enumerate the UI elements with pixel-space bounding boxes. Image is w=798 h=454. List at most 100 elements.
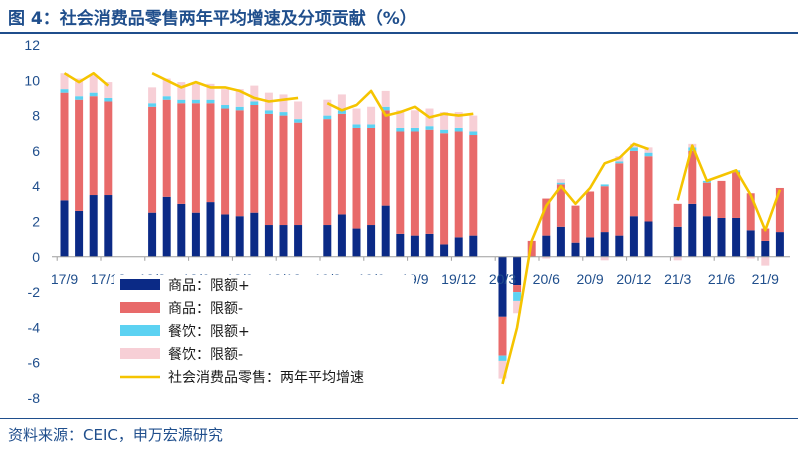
bar-catering_below bbox=[279, 94, 288, 113]
bar-catering_above bbox=[250, 101, 259, 106]
bar-goods_below bbox=[629, 150, 638, 217]
bar-catering_above bbox=[629, 147, 638, 151]
bar-catering_above bbox=[206, 99, 215, 104]
x-tick-label: 21/6 bbox=[708, 271, 735, 287]
line-series-segment bbox=[501, 142, 649, 385]
bar-catering_below bbox=[381, 90, 390, 107]
bar-goods_below bbox=[732, 172, 741, 218]
bar-catering_below bbox=[454, 112, 463, 128]
bar-goods_above bbox=[221, 214, 230, 257]
y-tick-label: 12 bbox=[24, 37, 40, 53]
bar-goods_above bbox=[644, 221, 653, 257]
x-tick-label: 20/12 bbox=[616, 271, 651, 287]
bar-goods_above bbox=[775, 232, 784, 257]
bar-goods_above bbox=[717, 217, 726, 257]
bar-catering_above bbox=[60, 89, 69, 93]
bar-catering_below bbox=[396, 110, 405, 128]
bar-goods_below bbox=[177, 103, 186, 204]
bar-goods_above bbox=[600, 232, 609, 257]
bar-catering_above bbox=[600, 184, 609, 187]
bar-goods_above bbox=[732, 217, 741, 257]
bar-goods_above bbox=[75, 210, 84, 257]
bar-goods_below bbox=[761, 228, 770, 241]
bar-catering_below bbox=[352, 108, 361, 125]
bar-goods_above bbox=[104, 195, 113, 257]
x-tick-label: 17/9 bbox=[51, 271, 78, 287]
bar-goods_below bbox=[221, 108, 230, 215]
bar-catering_above bbox=[104, 97, 113, 102]
bar-goods_below bbox=[60, 92, 69, 201]
bar-goods_above bbox=[410, 235, 419, 257]
bar-goods_below bbox=[469, 135, 478, 236]
bar-catering_below bbox=[191, 83, 200, 100]
bar-goods_above bbox=[425, 233, 434, 257]
bar-goods_below bbox=[250, 105, 259, 213]
bar-goods_below bbox=[279, 115, 288, 226]
chart-title: 图 4：社会消费品零售两年平均增速及分项贡献（%） bbox=[8, 9, 417, 29]
bar-goods_below bbox=[294, 122, 303, 226]
bar-goods_below bbox=[673, 203, 682, 227]
bar-catering_above bbox=[323, 115, 332, 120]
bar-goods_below bbox=[337, 113, 346, 215]
bar-catering_above bbox=[279, 112, 288, 116]
bar-catering_below bbox=[89, 75, 98, 93]
bar-goods_above bbox=[396, 233, 405, 257]
bar-catering_below bbox=[498, 360, 507, 379]
bar-goods_below bbox=[498, 316, 507, 356]
bar-goods_below bbox=[323, 119, 332, 226]
bar-goods_above bbox=[688, 203, 697, 257]
bar-goods_below bbox=[454, 131, 463, 238]
bar-goods_above bbox=[191, 212, 200, 257]
x-tick-label: 20/3 bbox=[489, 271, 516, 287]
x-tick-label: 20/6 bbox=[533, 271, 560, 287]
bar-goods_below bbox=[396, 131, 405, 234]
bar-goods_below bbox=[162, 99, 171, 197]
bar-goods_above bbox=[177, 203, 186, 257]
bar-catering_below bbox=[221, 89, 230, 106]
bar-goods_above bbox=[673, 226, 682, 257]
line-series-segment bbox=[63, 71, 110, 87]
bar-catering_above bbox=[148, 103, 157, 107]
bar-goods_below bbox=[235, 110, 244, 217]
bar-catering_above bbox=[177, 99, 186, 104]
y-tick-label: 0 bbox=[32, 249, 40, 265]
x-tick-label: 20/9 bbox=[576, 271, 603, 287]
bar-catering_below bbox=[104, 82, 113, 98]
legend-label: 商品：限额+ bbox=[168, 278, 250, 294]
bar-goods_above bbox=[89, 195, 98, 257]
line-series-segment bbox=[326, 89, 474, 119]
bar-catering_below bbox=[235, 89, 244, 107]
bar-goods_above bbox=[542, 235, 551, 257]
bar-goods_below bbox=[542, 198, 551, 236]
y-tick-label: 4 bbox=[32, 178, 40, 194]
bar-goods_below bbox=[425, 129, 434, 234]
bar-goods_below bbox=[206, 103, 215, 203]
bar-catering_below bbox=[761, 256, 770, 266]
bar-goods_above bbox=[352, 228, 361, 257]
bar-goods_below bbox=[367, 127, 376, 226]
legend-label: 商品：限额- bbox=[168, 301, 243, 317]
y-tick-label: -2 bbox=[28, 284, 41, 300]
line-series-segment bbox=[676, 144, 782, 232]
bar-goods_below bbox=[702, 182, 711, 217]
bar-catering_above bbox=[294, 119, 303, 123]
bar-catering_below bbox=[556, 179, 565, 183]
bar-catering_below bbox=[337, 94, 346, 111]
y-tick-label: -4 bbox=[28, 319, 41, 335]
bar-goods_above bbox=[235, 216, 244, 257]
bar-catering_below bbox=[206, 83, 215, 100]
bar-goods_below bbox=[688, 150, 697, 204]
y-tick-label: 6 bbox=[32, 143, 40, 159]
bar-goods_below bbox=[571, 205, 580, 243]
bar-goods_below bbox=[89, 96, 98, 196]
x-tick-label: 21/3 bbox=[664, 271, 691, 287]
bar-catering_above bbox=[337, 110, 346, 114]
bar-catering_below bbox=[250, 85, 259, 102]
bar-goods_above bbox=[162, 196, 171, 257]
bar-catering_above bbox=[381, 106, 390, 111]
bar-catering_below bbox=[410, 110, 419, 128]
bar-catering_below bbox=[162, 78, 171, 97]
y-tick-label: -6 bbox=[28, 355, 41, 371]
bar-catering_below bbox=[148, 87, 157, 104]
bar-catering_above bbox=[221, 105, 230, 109]
